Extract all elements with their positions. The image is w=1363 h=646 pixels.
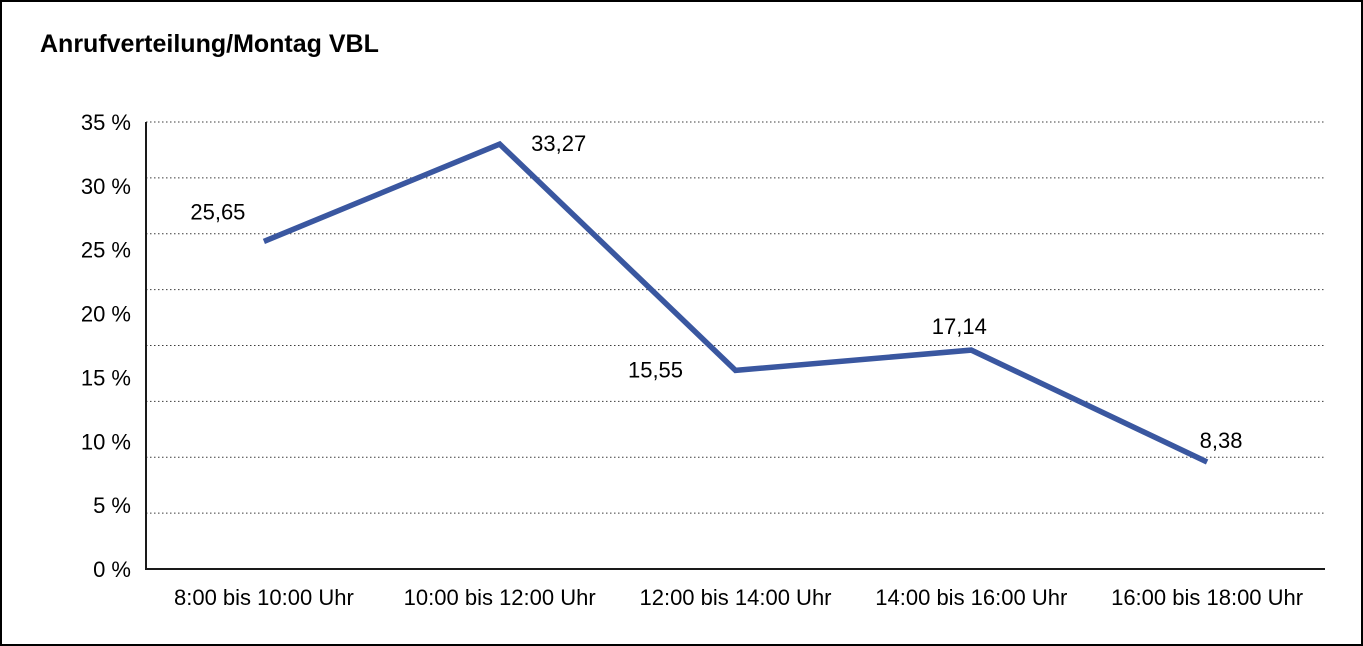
data-point-label: 17,14 bbox=[932, 314, 987, 339]
data-point-label: 25,65 bbox=[190, 199, 245, 224]
x-axis-category-label: 12:00 bis 14:00 Uhr bbox=[639, 585, 831, 610]
data-line-series bbox=[262, 140, 1209, 465]
x-axis-category-label: 16:00 bis 18:00 Uhr bbox=[1111, 585, 1303, 610]
y-axis-tick-label: 15 % bbox=[81, 365, 131, 390]
y-axis-tick-label: 0 % bbox=[93, 557, 131, 582]
y-axis-tick-label: 10 % bbox=[81, 429, 131, 454]
x-axis-category-label: 14:00 bis 16:00 Uhr bbox=[875, 585, 1067, 610]
x-axis-category-label: 10:00 bis 12:00 Uhr bbox=[404, 585, 596, 610]
y-axis-tick-label: 20 % bbox=[81, 302, 131, 327]
data-point-label: 33,27 bbox=[531, 131, 586, 156]
y-axis-tick-label: 30 % bbox=[81, 174, 131, 199]
y-axis-tick-label: 5 % bbox=[93, 493, 131, 518]
y-axis-tick-label: 25 % bbox=[81, 238, 131, 263]
chart-title: Anrufverteilung/Montag VBL bbox=[40, 30, 379, 58]
data-point-label: 8,38 bbox=[1200, 428, 1243, 453]
data-point-label: 15,55 bbox=[628, 357, 683, 382]
x-axis-category-label: 8:00 bis 10:00 Uhr bbox=[174, 585, 354, 610]
y-axis-tick-label: 35 % bbox=[81, 110, 131, 135]
